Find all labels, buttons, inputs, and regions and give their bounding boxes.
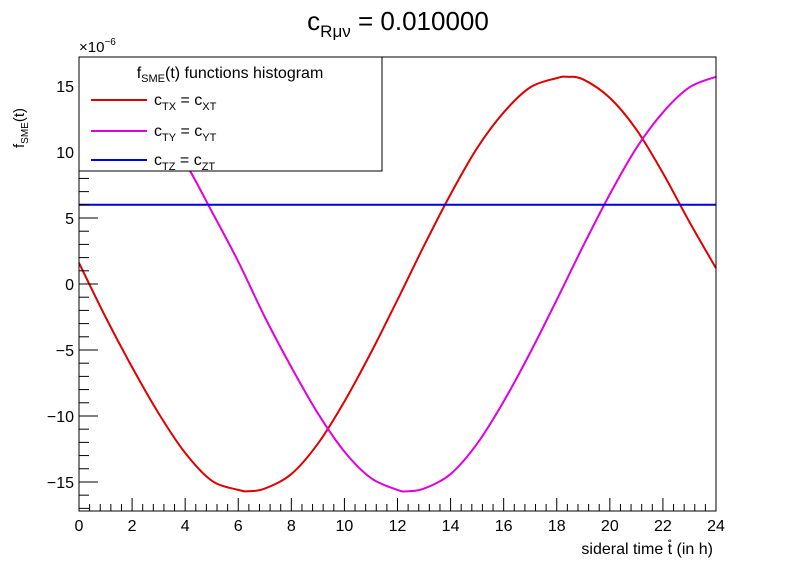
y-tick-label: 0: [65, 277, 74, 294]
legend-title: fSME(t) functions histogram: [137, 65, 324, 85]
y-tick-label: −5: [56, 343, 74, 360]
legend-label: cTX = cXT: [154, 92, 217, 113]
legend-entries: cTX = cXT cTY = cYT cTZ = cZT: [91, 92, 217, 173]
x-tick-label: 22: [654, 518, 672, 535]
x-tick-label: 4: [181, 518, 190, 535]
x-tick-label: 8: [287, 518, 296, 535]
x-tick-label: 24: [707, 518, 725, 535]
x-tick-label: 6: [234, 518, 243, 535]
y-axis-exponent: ×10−6: [79, 37, 116, 56]
y-tick-label: 15: [56, 79, 74, 96]
x-tick-label: 14: [442, 518, 460, 535]
x-axis-label: sideral time t̊ (in h): [581, 539, 713, 558]
legend-label: cTZ = cZT: [154, 152, 215, 173]
legend-label: cTY = cYT: [154, 123, 217, 144]
legend: fSME(t) functions histogram cTX = cXT cTY…: [78, 56, 383, 173]
x-tick-label: 12: [389, 518, 407, 535]
chart-title: cRμν = 0.010000: [307, 6, 489, 41]
x-tick-label: 10: [336, 518, 354, 535]
y-tick-label: 10: [56, 145, 74, 162]
y-axis-label: fSME(t): [11, 108, 31, 148]
y-tick-label: 5: [65, 211, 74, 228]
y-tick-label: −15: [47, 475, 74, 492]
x-tick-label: 16: [495, 518, 513, 535]
x-tick-label: 18: [548, 518, 566, 535]
legend-box: [78, 56, 383, 172]
y-tick-label: −10: [47, 409, 74, 426]
x-tick-label: 20: [601, 518, 619, 535]
x-tick-label: 2: [128, 518, 137, 535]
x-axis-ticks: 0 2 4 6 8 10 12 14 16 18 20 22 24: [75, 498, 725, 535]
x-tick-label: 0: [75, 518, 84, 535]
series-line-1: [78, 75, 717, 493]
y-axis-ticks: −15 −10 −5 0 5 10 15: [47, 59, 98, 509]
